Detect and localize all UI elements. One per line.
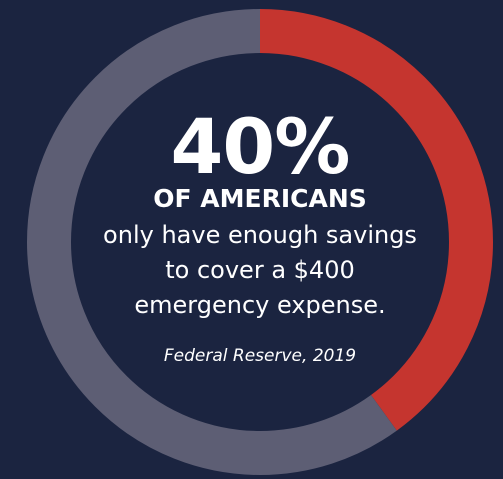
percent-value: 40%	[170, 102, 351, 191]
donut-slice-remainder	[27, 9, 493, 475]
source-citation: Federal Reserve, 2019	[163, 346, 357, 366]
headline: OF AMERICANS	[153, 184, 367, 213]
center-text: 40% OF AMERICANS only have enough saving…	[90, 108, 430, 367]
description: only have enough savings to cover a $400…	[103, 221, 417, 319]
